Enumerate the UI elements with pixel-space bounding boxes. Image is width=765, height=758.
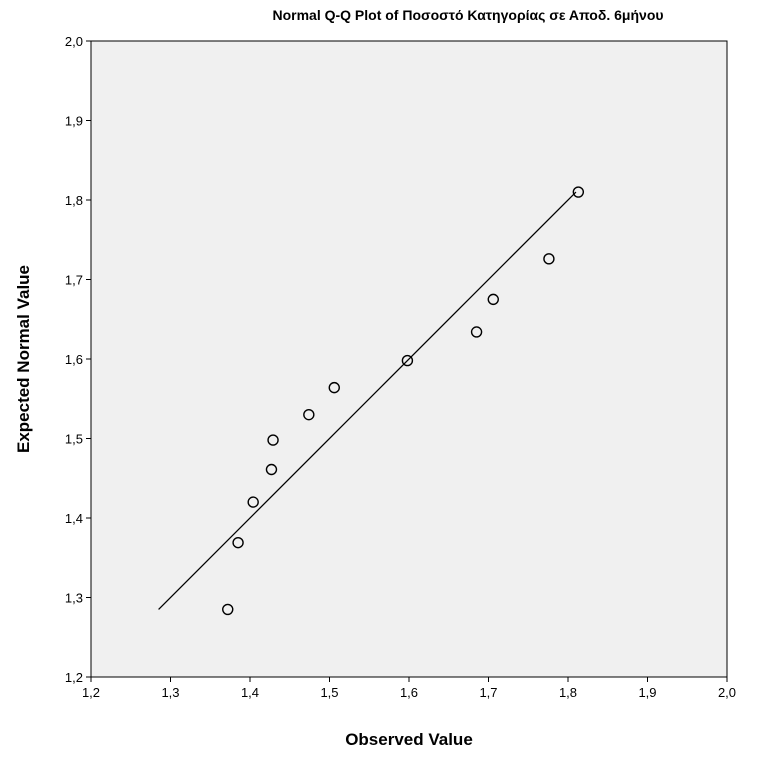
data-point [487,293,499,306]
y-tick-label: 2,0 [65,34,83,49]
x-tick-label: 1,9 [638,685,656,700]
chart-title: Normal Q-Q Plot of Ποσοστό Κατηγορίας σε… [272,7,663,23]
y-tick-label: 1,9 [65,114,83,129]
data-points [222,186,585,616]
data-point [543,253,555,265]
data-point [232,536,244,549]
y-axis: 1,2 1,3 1,4 1,5 1,6 1,7 1,8 1,9 2,0 [65,34,91,685]
data-point [401,354,414,367]
x-tick-label: 1,2 [82,685,100,700]
y-tick-label: 1,2 [65,670,83,685]
x-tick-label: 1,8 [559,685,577,700]
x-axis: 1,2 1,3 1,4 1,5 1,6 1,7 1,8 1,9 2,0 [82,677,736,700]
y-tick-label: 1,6 [65,352,83,367]
data-point [265,463,278,476]
data-point [572,186,585,198]
reference-line [158,191,577,610]
data-point [247,496,259,508]
x-tick-label: 1,5 [320,685,338,700]
y-tick-label: 1,7 [65,273,83,288]
x-tick-label: 1,6 [400,685,418,700]
y-tick-label: 1,5 [65,432,83,447]
data-point [470,326,483,338]
y-axis-label: Expected Normal Value [14,265,33,453]
y-tick-label: 1,8 [65,193,83,208]
y-tick-label: 1,4 [65,511,83,526]
x-tick-label: 1,3 [161,685,179,700]
x-tick-label: 1,7 [479,685,497,700]
x-tick-label: 1,4 [241,685,259,700]
data-point [303,408,315,421]
x-tick-label: 2,0 [718,685,736,700]
data-point [267,434,279,446]
x-axis-label: Observed Value [345,730,473,749]
data-point [328,381,340,394]
data-point [222,603,234,616]
y-tick-label: 1,3 [65,591,83,606]
reference-line-group [158,191,577,610]
